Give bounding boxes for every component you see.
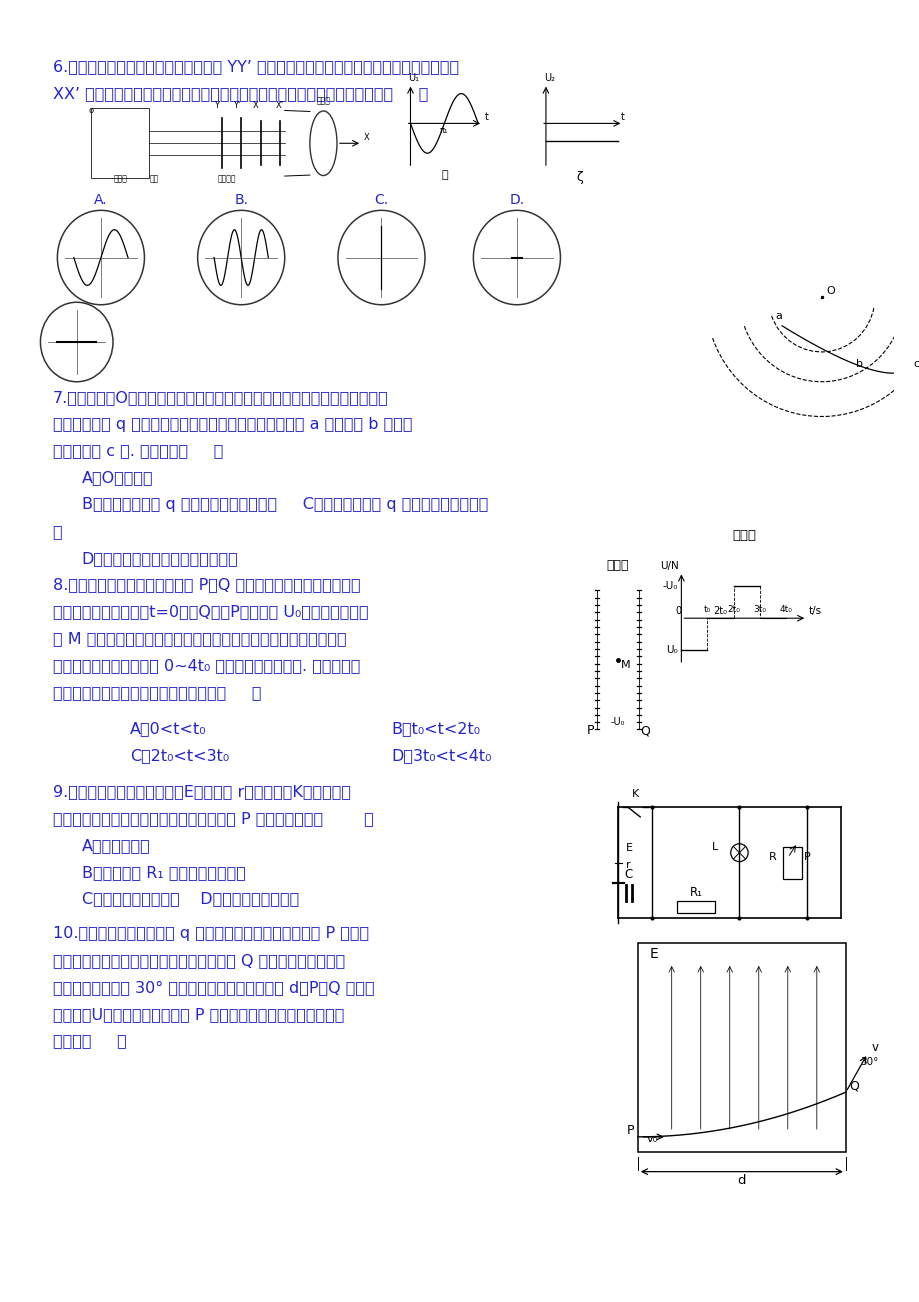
Text: A．0<t<t₀: A．0<t<t₀ — [130, 721, 206, 737]
Text: 能在平行板间静止，现将滑动变阻器的滑片 P 向下滑动，则（        ）: 能在平行板间静止，现将滑动变阻器的滑片 P 向下滑动，则（ ） — [52, 811, 373, 825]
Text: 甲: 甲 — [440, 171, 448, 180]
Text: Q: Q — [640, 724, 650, 737]
Text: 聚焦: 聚焦 — [149, 174, 159, 184]
Text: Y': Y' — [233, 102, 240, 111]
Text: Y: Y — [214, 102, 220, 111]
Text: A．小灯泡变亮: A．小灯泡变亮 — [82, 837, 150, 853]
Text: π₁: π₁ — [439, 126, 448, 135]
Text: U/N: U/N — [659, 561, 677, 570]
Text: 确的是（     ）: 确的是（ ） — [52, 1034, 126, 1048]
Text: 7.如图所示，O是一固定的点电荷，虚线是该点电荷产生的电场中的三条等势: 7.如图所示，O是一固定的点电荷，虚线是该点电荷产生的电场中的三条等势 — [52, 389, 388, 405]
Text: 后又运动到 c 处. 由此可知（     ）: 后又运动到 c 处. 由此可知（ ） — [52, 444, 222, 458]
Text: 2t₀: 2t₀ — [726, 605, 739, 615]
Text: t: t — [484, 112, 488, 122]
Text: A．O为正电荷: A．O为正电荷 — [82, 470, 153, 486]
Text: K: K — [631, 789, 639, 799]
Text: a: a — [775, 311, 781, 322]
Text: 偏转电极: 偏转电极 — [217, 174, 235, 184]
Text: D.: D. — [509, 194, 524, 207]
Text: M: M — [620, 660, 630, 671]
Text: 30°: 30° — [859, 1057, 878, 1068]
Text: R: R — [767, 852, 776, 862]
Text: U₀: U₀ — [665, 644, 676, 655]
Text: R₁: R₁ — [688, 887, 701, 900]
Text: 大: 大 — [52, 523, 62, 539]
Bar — [91, 108, 149, 178]
Text: v: v — [870, 1042, 878, 1055]
Text: 忽略不计），已知电子在 0~4t₀ 时间内未与两板相碰. 则电子速度: 忽略不计），已知电子在 0~4t₀ 时间内未与两板相碰. 则电子速度 — [52, 658, 359, 673]
Text: t: t — [619, 112, 624, 122]
Text: C．电源的总功率变大    D．小液滴将向上运动: C．电源的总功率变大 D．小液滴将向上运动 — [82, 892, 299, 906]
Text: A.: A. — [94, 194, 108, 207]
Text: P: P — [626, 1124, 633, 1137]
Text: b: b — [855, 359, 862, 368]
Text: ζ: ζ — [576, 171, 583, 184]
Text: P: P — [803, 852, 811, 862]
Text: 10.如图所示，一电荷量为 q 的带电粒子以一定的初速度由 P 点射入: 10.如图所示，一电荷量为 q 的带电粒子以一定的初速度由 P 点射入 — [52, 926, 369, 941]
Text: E: E — [649, 947, 657, 961]
Text: L: L — [711, 841, 718, 852]
Text: 2t₀: 2t₀ — [713, 607, 727, 616]
Text: D．3t₀<t<4t₀: D．3t₀<t<4t₀ — [391, 749, 491, 763]
Text: X: X — [364, 133, 369, 142]
Text: 方向向左且速度大小逐渐增大的时间是（     ）: 方向向左且速度大小逐渐增大的时间是（ ） — [52, 685, 261, 699]
Text: Q: Q — [849, 1079, 858, 1092]
Text: 8.如图甲所示，两个平行金属板 P、Q 正对竖直放置，两板间加上如: 8.如图甲所示，两个平行金属板 P、Q 正对竖直放置，两板间加上如 — [52, 578, 359, 592]
Text: 4t₀: 4t₀ — [778, 605, 791, 615]
Text: X': X' — [276, 102, 284, 111]
Text: XX’ 之间所加的电压按图乙所示的规律变化，则在荧光屏上会看到的图形是（     ）: XX’ 之间所加的电压按图乙所示的规律变化，则在荧光屏上会看到的图形是（ ） — [52, 86, 427, 100]
Text: B.: B. — [234, 194, 248, 207]
Bar — [675, 901, 714, 913]
Text: o: o — [88, 107, 94, 116]
Text: 6.下图为示波管的原理图，如果在电极 YY’ 之间所加的电压按图甲所示的规律变化，在电极: 6.下图为示波管的原理图，如果在电极 YY’ 之间所加的电压按图甲所示的规律变化… — [52, 59, 459, 74]
Text: t/s: t/s — [808, 607, 822, 616]
Text: 电子枪: 电子枪 — [113, 174, 127, 184]
Text: 电势差为U，不计重力作用，设 P 点的电势为零。则下列说法中正: 电势差为U，不计重力作用，设 P 点的电势为零。则下列说法中正 — [52, 1006, 344, 1022]
Text: -U₀: -U₀ — [610, 716, 625, 727]
Text: 0: 0 — [675, 607, 681, 616]
Text: 荧光屏: 荧光屏 — [316, 96, 330, 105]
Text: D．在整个过程中，电场力做功为零: D．在整个过程中，电场力做功为零 — [82, 551, 238, 565]
Text: U₁: U₁ — [408, 73, 419, 82]
Text: U₂: U₂ — [543, 73, 554, 82]
Bar — [637, 943, 845, 1152]
Text: 图乙所示的交变电压．t=0时，Q板比P板电势高 U₀，在两板的正中: 图乙所示的交变电压．t=0时，Q板比P板电势高 U₀，在两板的正中 — [52, 604, 368, 620]
Text: B．定值电阻 R₁ 上消耗的功率变大: B．定值电阻 R₁ 上消耗的功率变大 — [82, 865, 245, 880]
Text: 9.如图所示，电源的电动势为E、内阻为 r，闭合开关K，小液滴恰: 9.如图所示，电源的电动势为E、内阻为 r，闭合开关K，小液滴恰 — [52, 784, 350, 799]
Text: C: C — [623, 867, 631, 880]
Bar — [782, 846, 801, 879]
Text: 线，负点电荷 q 仅在电场力的作用下沿实线所示的轨迹从 a 处运动到 b 处，然: 线，负点电荷 q 仅在电场力的作用下沿实线所示的轨迹从 a 处运动到 b 处，然 — [52, 417, 412, 431]
Text: P: P — [586, 724, 594, 737]
Text: 3t₀: 3t₀ — [753, 605, 766, 615]
Text: （乙）: （乙） — [732, 529, 755, 542]
Text: r: r — [626, 859, 630, 870]
Text: v₀: v₀ — [646, 1134, 657, 1144]
Text: 匀强电场，入射方向与电场线垂直。粒子从 Q 点射出电场时，其速: 匀强电场，入射方向与电场线垂直。粒子从 Q 点射出电场时，其速 — [52, 953, 345, 969]
Text: C.: C. — [374, 194, 388, 207]
Text: 央 M 点有一电子在电场力作用下由静止开始运动（电子所受重力可: 央 M 点有一电子在电场力作用下由静止开始运动（电子所受重力可 — [52, 631, 346, 646]
Text: （甲）: （甲） — [607, 559, 629, 572]
Text: c: c — [913, 359, 919, 368]
Text: B．t₀<t<2t₀: B．t₀<t<2t₀ — [391, 721, 480, 737]
Text: 度方向与电场线成 30° 角。已知匀强电场的宽度为 d，P、Q 两点的: 度方向与电场线成 30° 角。已知匀强电场的宽度为 d，P、Q 两点的 — [52, 980, 374, 995]
Text: X: X — [253, 102, 258, 111]
Text: t₀: t₀ — [703, 605, 710, 615]
Text: E: E — [626, 842, 632, 853]
Text: d: d — [737, 1173, 745, 1186]
Text: B．在整个过程中 q 的电势能先变小后变大     C．在整个过程中 q 的加速度先变小后变: B．在整个过程中 q 的电势能先变小后变大 C．在整个过程中 q 的加速度先变小… — [82, 497, 487, 512]
Text: O: O — [825, 286, 834, 297]
Text: C．2t₀<t<3t₀: C．2t₀<t<3t₀ — [130, 749, 229, 763]
Text: -U₀: -U₀ — [662, 582, 676, 591]
